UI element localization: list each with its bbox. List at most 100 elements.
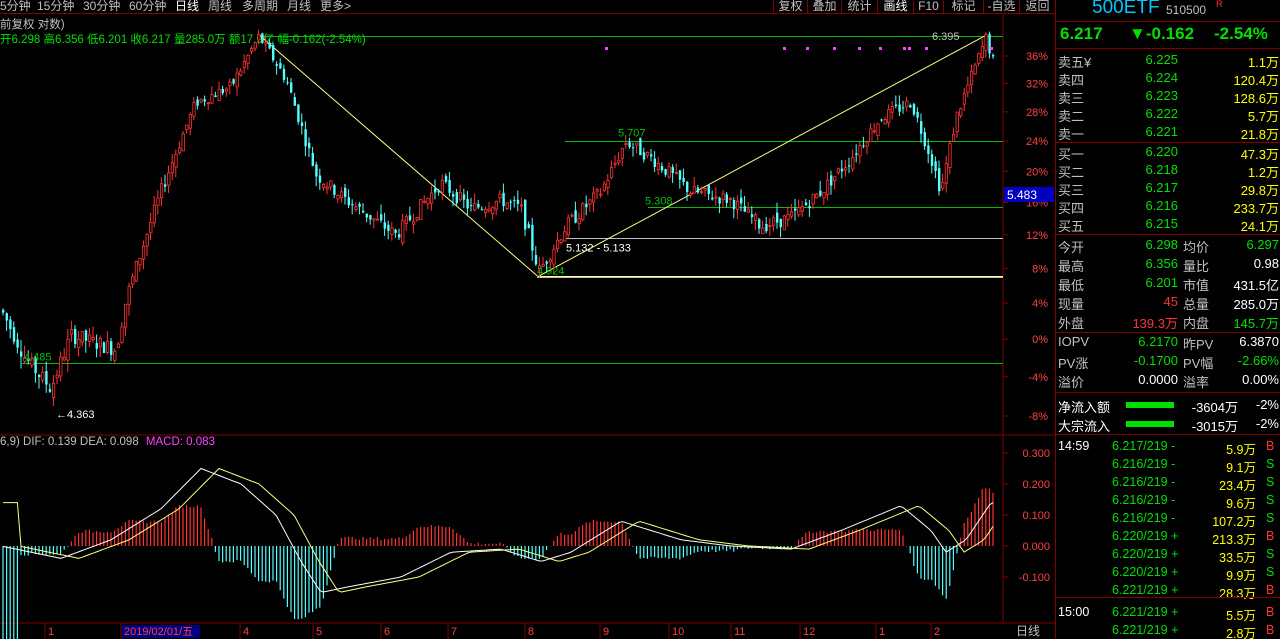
macd-dif-dea: 6,9) DIF: 0.139 DEA: 0.098 [0, 436, 139, 448]
candle-body [509, 201, 512, 203]
tick-side: S [1266, 493, 1275, 507]
candle-body [872, 130, 877, 133]
candle-body [434, 188, 437, 193]
ask-row[interactable]: 卖二 6.222 5.7万 [1056, 105, 1280, 124]
pv-pct-value: -2.66% [1237, 353, 1279, 368]
candle-body [952, 133, 956, 142]
ask-row[interactable]: 卖三 6.223 128.6万 [1056, 87, 1280, 106]
tick-row: 6.216/219 - 9.1万 S [1056, 456, 1280, 475]
ask-label: 卖四 [1058, 73, 1085, 88]
x-tick-label: 5 [316, 626, 322, 638]
candle-body [992, 55, 995, 57]
candle-body [674, 172, 679, 174]
candle-body [721, 193, 725, 201]
tab-daily[interactable]: 日线 [175, 0, 200, 13]
candle-body [221, 88, 224, 94]
ask-row[interactable]: 卖五¥ 6.225 1.1万 [1056, 51, 1280, 70]
candle-body [387, 224, 390, 231]
period-toolbar: 5分钟 15分钟 30分钟 60分钟 日线 周线 多周期 月线 更多> [0, 0, 1055, 14]
pct-tick-label: 36% [1026, 51, 1048, 63]
pv-change-value: -0.1700 [1133, 353, 1178, 368]
candle-body [59, 356, 63, 377]
macd-tick-label: 0.300 [1022, 448, 1050, 460]
bid-row[interactable]: 买三 6.217 29.8万 [1056, 179, 1280, 198]
pv-pct-label: PV幅 [1183, 356, 1214, 371]
bid-row[interactable]: 买一 6.220 47.3万 [1056, 143, 1280, 162]
bid-row[interactable]: 买二 6.218 1.2万 [1056, 161, 1280, 180]
candle-body [375, 218, 380, 221]
tick-volume: 5.9万 [1226, 443, 1256, 457]
candle-body [765, 223, 768, 232]
overlay-button[interactable]: 叠加 [807, 0, 841, 14]
tab-weekly[interactable]: 周线 [208, 0, 233, 13]
pct-tick-label: 32% [1026, 78, 1048, 90]
stats-button[interactable]: 统计 [841, 0, 877, 14]
ask-row[interactable]: 卖一 6.221 21.8万 [1056, 123, 1280, 142]
tab-more[interactable]: 更多> [320, 0, 352, 13]
candle-body [830, 175, 833, 186]
tab-5min[interactable]: 5分钟 [0, 0, 31, 13]
candle-body [815, 193, 819, 199]
candle-body [12, 327, 16, 342]
tab-multi-period[interactable]: 多周期 [242, 0, 279, 13]
candle-body [566, 217, 571, 236]
candle-body [667, 166, 671, 178]
back-button[interactable]: 返回 [1019, 0, 1055, 14]
candles [2, 29, 995, 406]
tick-price: 6.221/219 + [1112, 623, 1179, 637]
candle-body [159, 183, 164, 199]
f10-button[interactable]: F10 [913, 0, 943, 14]
tick-price: 6.220/219 + [1112, 565, 1179, 579]
kline-chart[interactable]: 36%32%28%24%20%16%12%8%4%0%-4%-8% 0.3000… [0, 0, 1055, 639]
candle-body [984, 34, 988, 52]
flow-label: 大宗流入 [1058, 419, 1111, 434]
candle-body [45, 370, 48, 385]
price-change: ▼-0.162 [1129, 24, 1195, 43]
candle-body [610, 166, 614, 179]
candle-body [20, 351, 23, 357]
event-marker [858, 47, 861, 50]
ask-row[interactable]: 卖四 6.224 120.4万 [1056, 69, 1280, 88]
candle-body [585, 203, 588, 208]
tab-30min[interactable]: 30分钟 [83, 0, 121, 13]
candle-body [865, 142, 869, 147]
candle-body [624, 142, 628, 145]
candle-body [804, 202, 808, 206]
prev-pv-label: 昨PV [1183, 337, 1214, 352]
candle-body [272, 45, 275, 61]
candle-body [470, 204, 473, 206]
tab-monthly[interactable]: 月线 [287, 0, 312, 13]
remove-watchlist-button[interactable]: -自选 [983, 0, 1019, 14]
tick-volume: 28.3万 [1219, 587, 1256, 601]
candle-body [452, 194, 455, 197]
flow-bar [1126, 402, 1174, 408]
tick-volume: 2.8万 [1226, 627, 1256, 639]
outer-value: 139.3万 [1132, 316, 1178, 331]
bid-row[interactable]: 买四 6.216 233.7万 [1056, 197, 1280, 216]
candle-body [855, 153, 858, 155]
candle-body [516, 199, 520, 204]
candle-body [437, 190, 440, 193]
bid-volume: 24.1万 [1240, 219, 1279, 234]
candle-body [372, 218, 376, 221]
candle-body [149, 222, 153, 234]
candle-body [502, 192, 505, 207]
candle-body [30, 357, 34, 366]
tab-15min[interactable]: 15分钟 [37, 0, 75, 13]
tab-60min[interactable]: 60分钟 [129, 0, 167, 13]
adjust-button[interactable]: 复权 [773, 0, 807, 14]
candle-body [329, 180, 333, 188]
candle-body [253, 42, 257, 49]
tick-row: 6.220/219 + 33.5万 S [1056, 546, 1280, 565]
draw-line-button[interactable]: 画线 [877, 0, 913, 14]
candle-body [16, 339, 19, 348]
bid-volume: 47.3万 [1240, 147, 1279, 162]
mark-button[interactable]: 标记 [943, 0, 983, 14]
candle-body [297, 104, 300, 122]
bid-row[interactable]: 买五 6.215 24.1万 [1056, 215, 1280, 234]
candle-body [955, 111, 959, 132]
candle-body [380, 214, 383, 221]
candle-body [570, 214, 574, 217]
candle-body [304, 129, 307, 147]
event-marker [806, 47, 809, 50]
